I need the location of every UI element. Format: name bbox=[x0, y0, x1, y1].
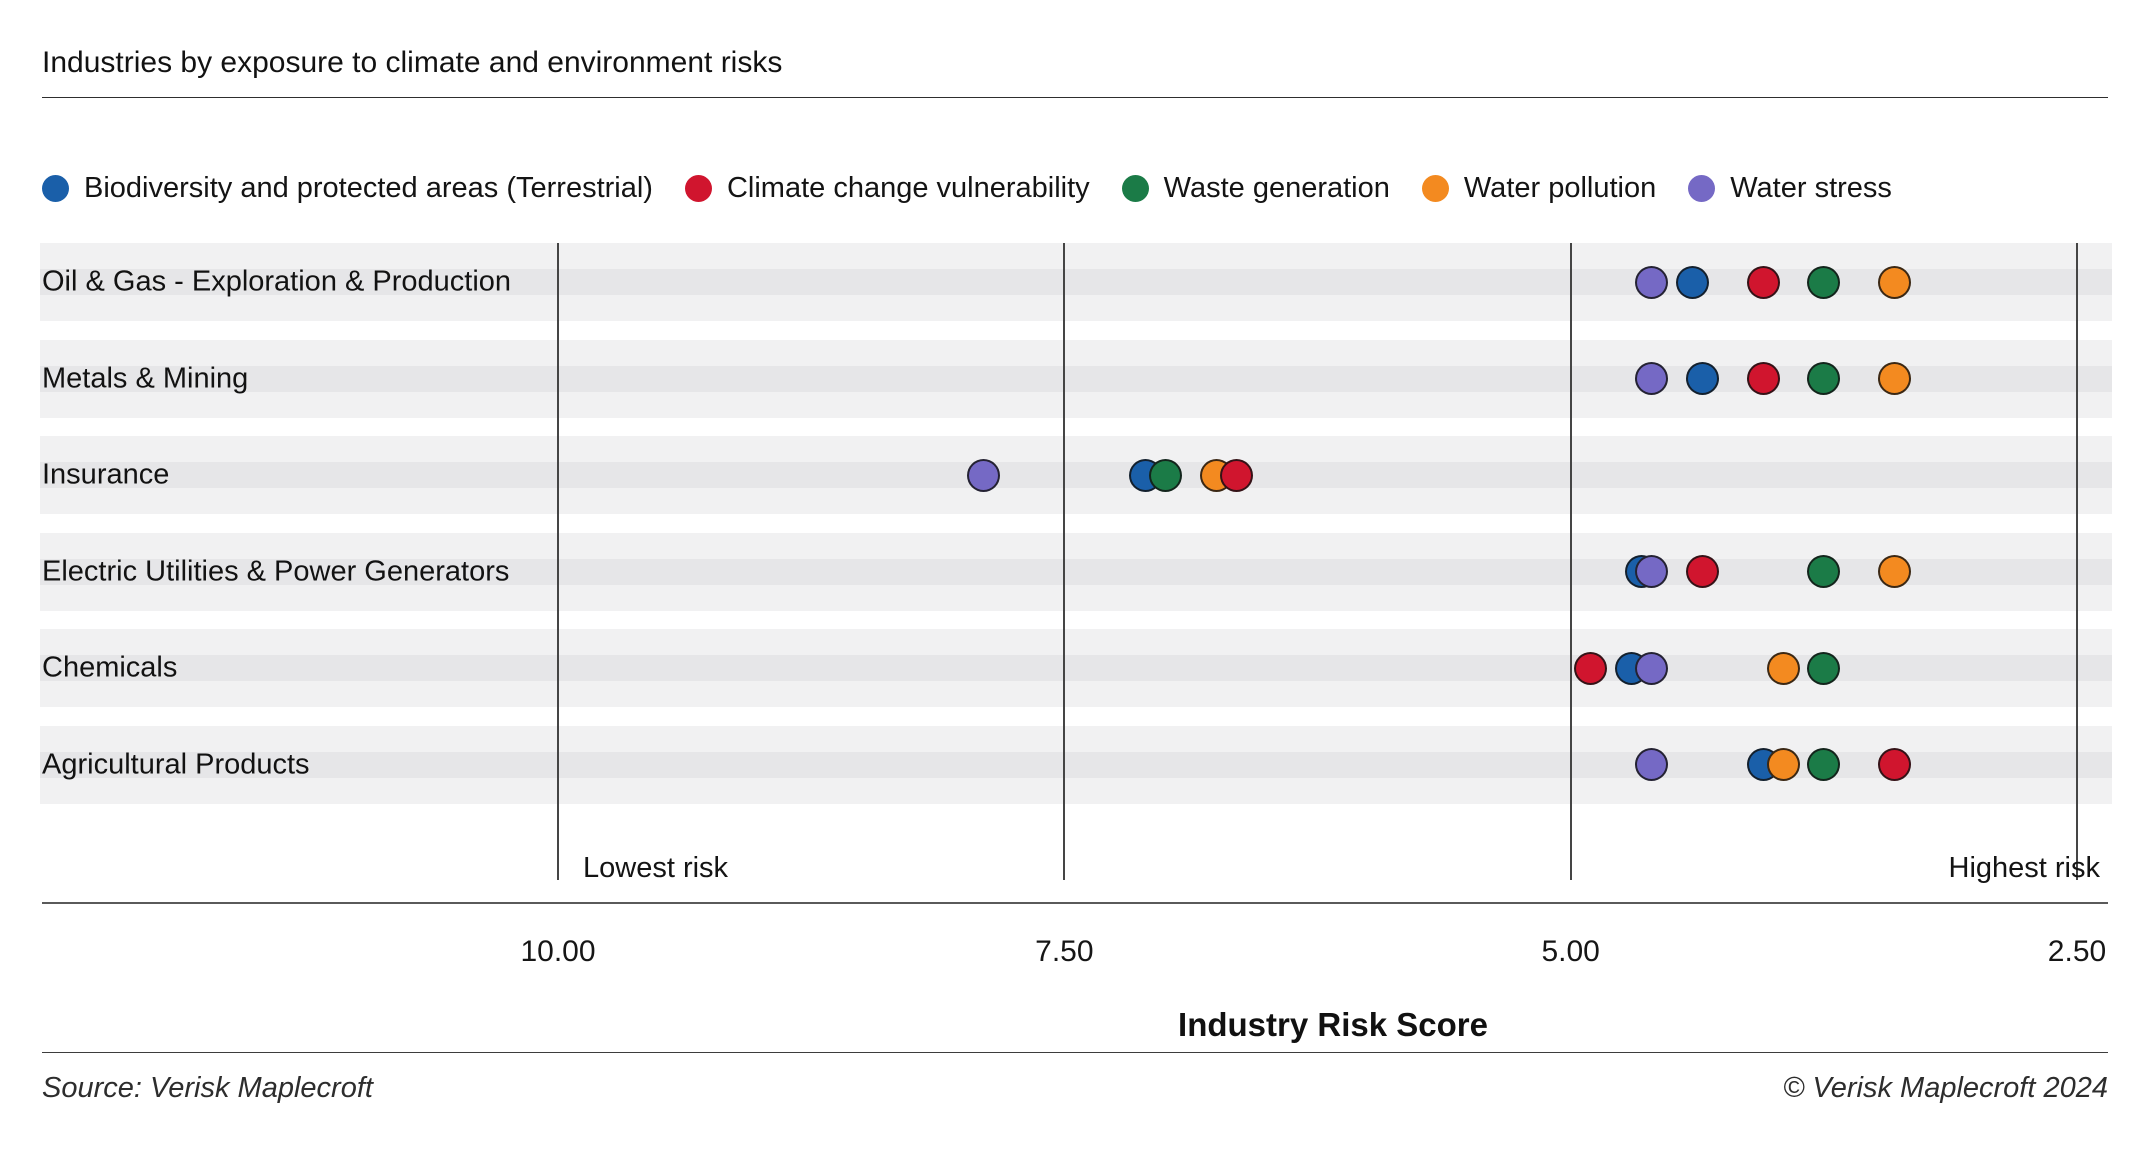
point-water_stress[interactable] bbox=[1635, 651, 1669, 685]
copyright-text: © Verisk Maplecroft 2024 bbox=[1783, 1072, 2108, 1104]
legend-swatch-water_pollution-icon bbox=[1421, 175, 1449, 202]
point-waste[interactable] bbox=[1149, 458, 1183, 492]
legend-item-water_stress[interactable]: Water stress bbox=[1688, 172, 1892, 205]
legend-label-water_pollution: Water pollution bbox=[1463, 172, 1657, 204]
point-water_stress[interactable] bbox=[1635, 748, 1669, 781]
legend: Biodiversity and protected areas (Terres… bbox=[42, 172, 1892, 205]
gridline-2.50 bbox=[2076, 243, 2078, 880]
point-biodiversity[interactable] bbox=[1675, 265, 1709, 299]
legend-swatch-waste-icon bbox=[1121, 175, 1149, 202]
point-water_pollution[interactable] bbox=[1878, 555, 1912, 588]
highest-risk-label: Highest risk bbox=[1948, 852, 2101, 884]
point-waste[interactable] bbox=[1807, 651, 1841, 685]
row-track bbox=[40, 751, 2112, 778]
row-label-6: Agricultural Products bbox=[42, 748, 310, 780]
x-tick-7.50: 7.50 bbox=[1035, 935, 1094, 968]
point-water_pollution[interactable] bbox=[1766, 651, 1800, 685]
point-waste[interactable] bbox=[1807, 265, 1841, 299]
x-tick-5.00: 5.00 bbox=[1541, 935, 1600, 968]
point-water_stress[interactable] bbox=[1635, 555, 1669, 588]
axis-line bbox=[42, 902, 2108, 904]
point-water_stress[interactable] bbox=[966, 458, 1000, 492]
legend-item-climate[interactable]: Climate change vulnerability bbox=[684, 172, 1090, 205]
legend-label-water_stress: Water stress bbox=[1730, 172, 1892, 204]
legend-item-biodiversity[interactable]: Biodiversity and protected areas (Terres… bbox=[42, 172, 653, 205]
point-water_stress[interactable] bbox=[1635, 362, 1669, 395]
row-track bbox=[40, 655, 2112, 681]
legend-label-waste: Waste generation bbox=[1163, 172, 1390, 204]
point-waste[interactable] bbox=[1807, 362, 1841, 395]
gridline-10.00 bbox=[557, 243, 559, 880]
source-text: Source: Verisk Maplecroft bbox=[42, 1072, 373, 1104]
chart-title: Industries by exposure to climate and en… bbox=[42, 46, 783, 79]
gridline-5.00 bbox=[1569, 243, 1572, 880]
row-label-3: Insurance bbox=[42, 458, 170, 491]
row-track bbox=[40, 462, 2112, 488]
point-water_pollution[interactable] bbox=[1766, 748, 1800, 781]
gridline-7.50 bbox=[1063, 243, 1066, 880]
legend-swatch-water_stress-icon bbox=[1688, 175, 1716, 202]
point-biodiversity[interactable] bbox=[1685, 362, 1719, 395]
axis-title: Industry Risk Score bbox=[1178, 1006, 1488, 1043]
footer-divider bbox=[42, 1052, 2108, 1053]
row-label-5: Chemicals bbox=[42, 651, 178, 684]
legend-label-biodiversity: Biodiversity and protected areas (Terres… bbox=[84, 172, 653, 204]
x-tick-2.50: 2.50 bbox=[2047, 935, 2107, 968]
point-climate[interactable] bbox=[1746, 362, 1780, 395]
row-label-4: Electric Utilities & Power Generators bbox=[42, 555, 510, 587]
point-climate[interactable] bbox=[1219, 458, 1253, 492]
point-climate[interactable] bbox=[1878, 748, 1912, 781]
title-divider bbox=[42, 97, 2108, 98]
point-waste[interactable] bbox=[1807, 555, 1841, 588]
point-water_stress[interactable] bbox=[1635, 265, 1669, 299]
row-label-1: Oil & Gas - Exploration & Production bbox=[42, 265, 512, 298]
point-waste[interactable] bbox=[1807, 748, 1841, 781]
point-climate[interactable] bbox=[1746, 265, 1780, 299]
legend-label-climate: Climate change vulnerability bbox=[726, 172, 1090, 204]
legend-item-water_pollution[interactable]: Water pollution bbox=[1421, 172, 1657, 205]
x-tick-10.00: 10.00 bbox=[520, 935, 596, 968]
point-water_pollution[interactable] bbox=[1878, 265, 1912, 299]
lowest-risk-label: Lowest risk bbox=[583, 852, 729, 884]
point-climate[interactable] bbox=[1685, 555, 1719, 588]
row-track bbox=[40, 558, 2112, 585]
legend-item-waste[interactable]: Waste generation bbox=[1121, 172, 1390, 205]
point-climate[interactable] bbox=[1574, 651, 1608, 685]
legend-swatch-climate-icon bbox=[684, 175, 712, 202]
row-label-2: Metals & Mining bbox=[42, 362, 249, 394]
point-water_pollution[interactable] bbox=[1878, 362, 1912, 395]
legend-swatch-biodiversity-icon bbox=[42, 175, 69, 202]
row-track bbox=[40, 365, 2112, 392]
